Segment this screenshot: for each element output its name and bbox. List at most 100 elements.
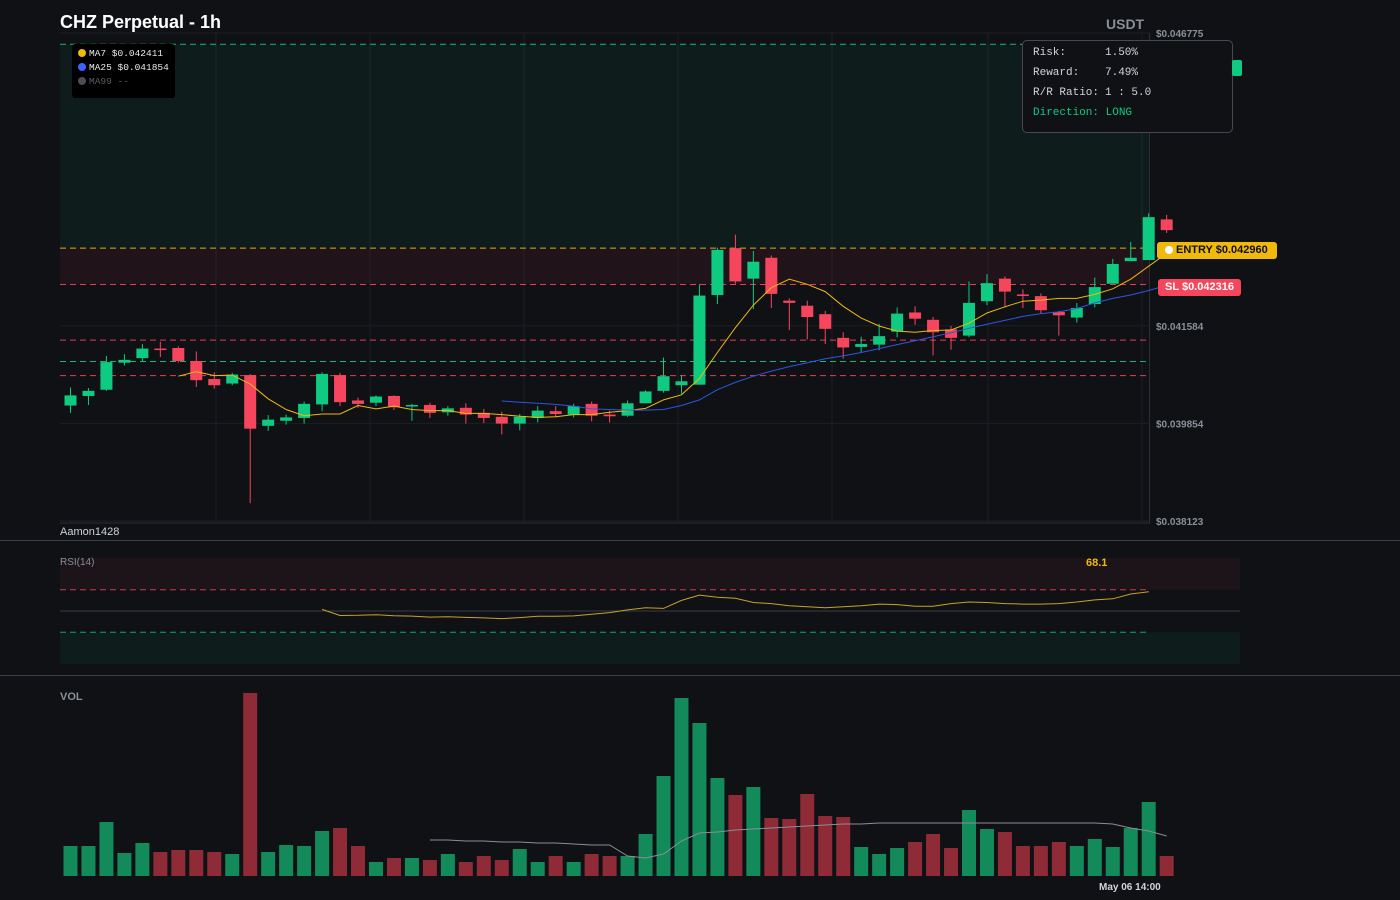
candle-body-60: [1142, 217, 1155, 261]
volume-bar-60: [1141, 802, 1156, 876]
candle-body-11: [262, 419, 275, 426]
candle-body-14: [316, 373, 329, 405]
volume-bar-26: [530, 862, 545, 876]
volume-bar-9: [225, 854, 240, 876]
y-axis-tick-label-3: $0.038123: [1156, 517, 1204, 528]
candle-body-18: [387, 395, 400, 408]
volume-bar-41: [800, 794, 815, 876]
volume-bar-13: [297, 846, 312, 876]
candle-body-27: [549, 411, 562, 415]
volume-bar-39: [764, 818, 779, 876]
candle-body-52: [998, 278, 1011, 292]
ma25-swatch: [78, 63, 86, 71]
candle-body-40: [783, 300, 796, 303]
candle-body-32: [639, 391, 652, 404]
volume-bar-20: [422, 860, 437, 876]
volume-bar-31: [620, 856, 635, 876]
candle-body-26: [531, 410, 544, 418]
chart-title: CHZ Perpetual - 1h: [60, 12, 222, 32]
volume-bar-30: [602, 856, 617, 876]
rsi-label: RSI(14): [60, 557, 95, 568]
candle-body-25: [513, 416, 526, 424]
candle-body-44: [855, 344, 868, 347]
reward-label: Reward:: [1033, 67, 1080, 79]
take-profit-handle[interactable]: [1232, 60, 1242, 76]
candle-body-34: [675, 381, 688, 386]
volume-bar-32: [638, 834, 653, 876]
y-axis-tick-label-1: $0.041584: [1156, 322, 1204, 333]
volume-bar-17: [368, 862, 383, 876]
candle-body-36: [711, 249, 724, 295]
candle-body-0: [64, 395, 77, 406]
ma7-swatch: [78, 49, 86, 57]
volume-bar-59: [1123, 828, 1138, 876]
volume-bar-50: [962, 810, 976, 876]
reward-row: Reward: 7.49%: [1033, 66, 1138, 80]
volume-bar-22: [458, 862, 473, 876]
profit-zone: [60, 44, 1149, 249]
candle-body-15: [334, 375, 347, 403]
volume-bar-38: [746, 787, 761, 876]
volume-bar-16: [351, 846, 366, 876]
candle-body-48: [927, 319, 940, 333]
risk-row: Risk: 1.50%: [1033, 46, 1138, 60]
volume-bar-44: [854, 847, 869, 876]
volume-bar-57: [1087, 839, 1102, 876]
candle-body-8: [208, 379, 221, 386]
entry-badge[interactable]: ENTRY $0.042960: [1157, 242, 1277, 259]
volume-bar-23: [476, 856, 491, 876]
ma7-line: [178, 252, 1167, 418]
candle-body-54: [1034, 296, 1047, 311]
volume-bar-24: [494, 860, 509, 876]
candle-body-10: [244, 375, 257, 429]
legend-item-ma25: MA25 $0.041854: [78, 62, 169, 74]
risk-value: 1.50%: [1105, 47, 1139, 59]
candle-body-7: [190, 360, 203, 381]
candle-body-4: [136, 348, 149, 359]
candle-body-39: [765, 257, 778, 294]
volume-bar-2: [99, 822, 114, 876]
candle-body-55: [1052, 311, 1065, 316]
quote-currency-label: USDT: [1106, 16, 1145, 32]
rsi-current-value: 68.1: [1086, 557, 1108, 569]
candle-body-5: [154, 348, 167, 351]
candle-body-33: [657, 376, 670, 391]
volume-bar-33: [656, 776, 671, 876]
candle-body-24: [495, 416, 508, 424]
candle-body-43: [837, 337, 850, 348]
reward-value: 7.49%: [1105, 67, 1139, 79]
risk-label: Risk:: [1033, 47, 1067, 59]
candle-body-20: [423, 404, 436, 413]
ma-legend: MA7 $0.042411 MA25 $0.041854 MA99 --: [72, 44, 175, 98]
candle-body-9: [226, 374, 239, 384]
volume-bar-56: [1069, 846, 1084, 876]
volume-bar-48: [926, 834, 941, 876]
author-watermark: Aamon1428: [60, 526, 120, 538]
volume-bar-21: [440, 854, 455, 876]
volume-bar-46: [890, 848, 905, 876]
candle-body-59: [1124, 257, 1137, 262]
legend-label-ma7: MA7 $0.042411: [89, 48, 164, 59]
candle-body-6: [172, 348, 185, 361]
stop-loss-badge[interactable]: SL $0.042316: [1158, 279, 1241, 296]
volume-bar-15: [333, 828, 348, 876]
volume-bar-45: [872, 854, 887, 876]
volume-bar-1: [81, 846, 96, 876]
candle-body-57: [1088, 287, 1101, 305]
candle-body-49: [945, 329, 958, 338]
y-axis-tick-label-2: $0.039854: [1156, 419, 1204, 430]
candle-body-38: [747, 261, 760, 279]
candle-body-41: [801, 305, 814, 317]
y-axis-tick-label-0: $0.046775: [1156, 29, 1204, 40]
volume-bar-28: [566, 862, 581, 876]
candle-body-31: [621, 403, 634, 416]
volume-bar-40: [782, 819, 797, 876]
volume-bar-61: [1159, 856, 1174, 876]
candle-body-3: [118, 359, 131, 363]
trade-info-panel: Risk: 1.50% Reward: 7.49% R/R Ratio: 1 : 5.…: [1022, 40, 1233, 133]
candle-body-61: [1160, 219, 1173, 231]
ma99-swatch: [78, 77, 86, 85]
volume-bar-6: [171, 850, 186, 876]
volume-bar-19: [404, 858, 419, 876]
